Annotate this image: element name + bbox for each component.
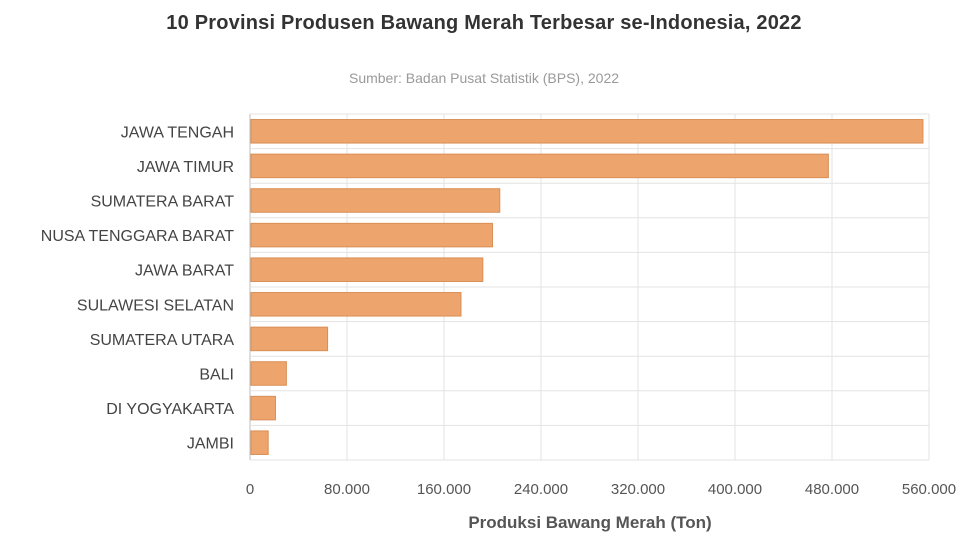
category-label: BALI: [199, 367, 234, 384]
x-tick-label: 560.000: [902, 481, 956, 498]
category-label: JAWA TENGAH: [121, 124, 234, 141]
x-tick-label: 400.000: [708, 481, 762, 498]
bar: [250, 326, 329, 352]
x-tick-label: 80.000: [324, 481, 370, 498]
bar: [250, 430, 269, 455]
bar: [250, 257, 484, 282]
category-label: DI YOGYAKARTA: [106, 401, 234, 418]
bar: [250, 119, 924, 144]
x-tick-label: 240.000: [514, 481, 568, 498]
category-label: JAMBI: [187, 436, 234, 453]
bar: [250, 361, 287, 386]
category-label: NUSA TENGGARA BARAT: [41, 228, 234, 245]
category-label: JAWA BARAT: [135, 263, 234, 280]
category-label: SUMATERA UTARA: [90, 332, 235, 349]
x-axis-label: Produksi Bawang Merah (Ton): [468, 513, 711, 532]
bar: [250, 153, 829, 179]
x-tick-label: 480.000: [805, 481, 859, 498]
bar: [250, 292, 462, 317]
x-tick-label: 320.000: [611, 481, 665, 498]
bar: [250, 222, 493, 248]
x-axis-ticks: 0 80.000 160.000 240.000 320.000 400.000 480.0…: [246, 481, 956, 498]
bar: [250, 188, 501, 213]
bar-series: [250, 119, 924, 455]
x-tick-label: 0: [246, 481, 254, 498]
chart-subtitle: Sumber: Badan Pusat Statistik (BPS), 202…: [348, 70, 620, 86]
category-label: SUMATERA BARAT: [91, 194, 235, 211]
bar: [250, 395, 276, 421]
x-tick-label: 160.000: [417, 481, 471, 498]
category-labels: JAWA TENGAH JAWA TIMUR SUMATERA BARAT NUSA …: [41, 124, 235, 452]
chart-title: 10 Provinsi Produsen Bawang Merah Terbes…: [166, 12, 802, 34]
category-label: JAWA TIMUR: [137, 159, 234, 176]
grid-lines: [249, 113, 930, 461]
category-label: SULAWESI SELATAN: [77, 297, 234, 314]
